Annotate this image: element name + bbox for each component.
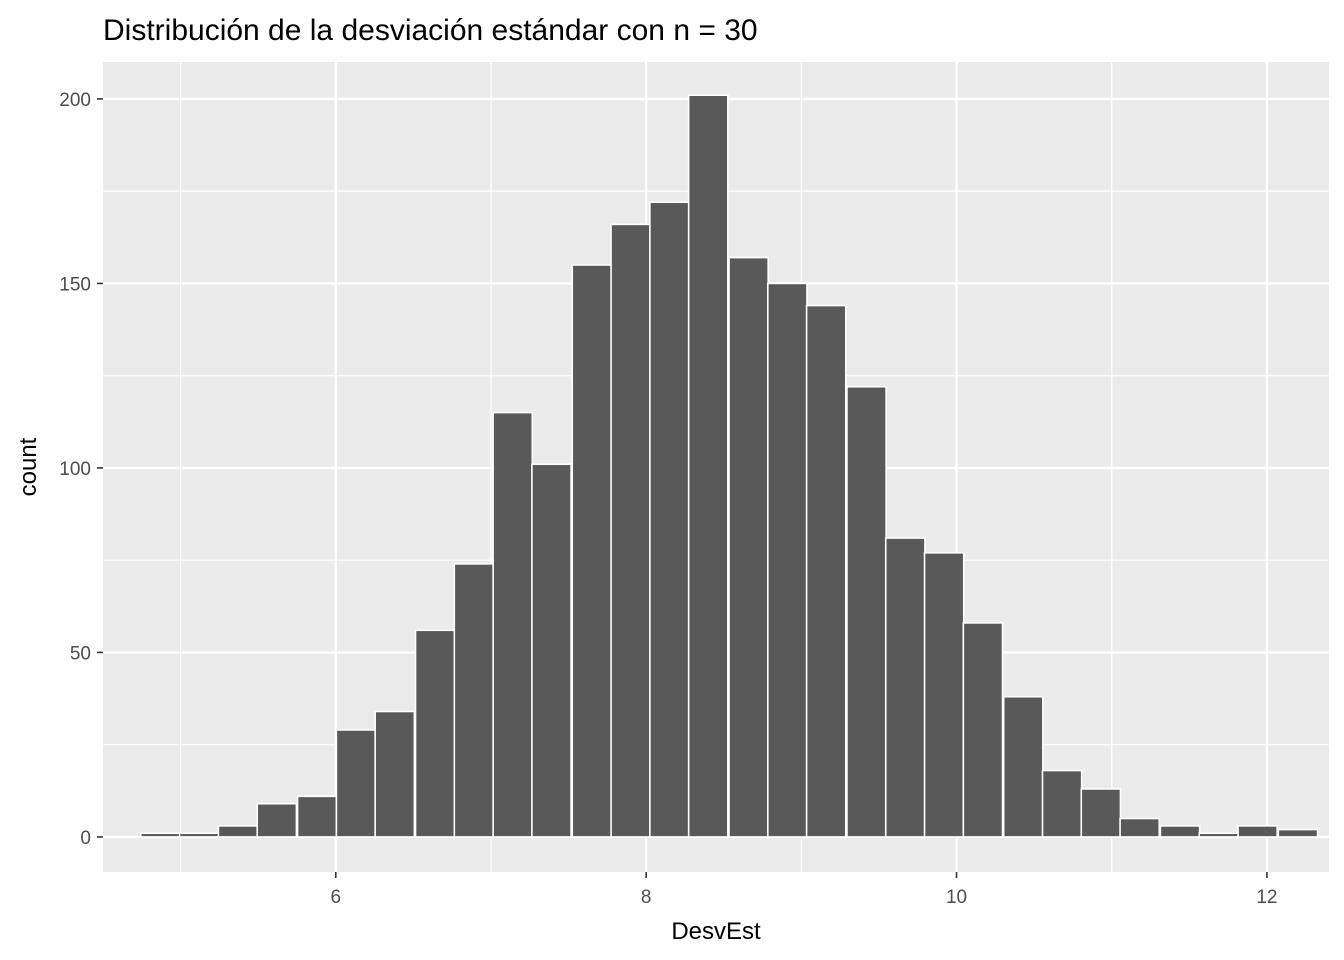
y-tick-label: 200 <box>59 90 91 111</box>
histogram-bar <box>923 551 965 838</box>
histogram-bar <box>335 729 377 838</box>
x-tick-label: 10 <box>946 887 967 908</box>
histogram-bar <box>610 223 652 838</box>
histogram-bar <box>374 710 416 838</box>
y-tick-label: 50 <box>70 643 91 664</box>
histogram-bar <box>1041 769 1083 838</box>
x-tick-label: 8 <box>641 887 652 908</box>
histogram-bar <box>217 825 259 838</box>
histogram-bar <box>766 282 808 838</box>
x-axis-title: DesvEst <box>671 918 761 945</box>
histogram-bar <box>492 411 534 838</box>
x-tick-label: 12 <box>1256 887 1277 908</box>
histogram-bar <box>805 304 847 838</box>
histogram-bar <box>571 264 613 838</box>
histogram-bar <box>531 463 572 838</box>
histogram-bar <box>1198 832 1240 838</box>
histogram-bar <box>140 832 181 838</box>
histogram-bar <box>846 385 887 838</box>
histogram-bar <box>962 622 1004 838</box>
x-axis: 6 8 10 12 <box>330 872 1277 908</box>
histogram-bar <box>1119 817 1161 838</box>
histogram-bar <box>256 802 298 838</box>
histogram-bar <box>687 94 729 838</box>
histogram-bar <box>649 201 690 838</box>
histogram-bar <box>178 832 220 838</box>
x-tick-label: 6 <box>330 887 341 908</box>
y-tick-label: 100 <box>59 459 91 480</box>
y-axis-title: count <box>15 437 42 496</box>
histogram-bar <box>1080 788 1122 838</box>
chart-title: Distribución de la desviación estándar c… <box>103 14 758 47</box>
histogram-bar <box>453 563 495 838</box>
histogram-bar <box>1159 825 1201 838</box>
histogram-bar <box>884 537 926 838</box>
histogram-bar <box>1237 825 1279 838</box>
histogram-bar <box>728 256 769 838</box>
histogram-bar <box>296 795 338 838</box>
histogram-bar <box>1277 828 1319 838</box>
histogram-bar <box>414 629 456 838</box>
y-tick-label: 0 <box>80 828 91 849</box>
histogram-bar <box>1002 695 1044 838</box>
histogram-bars <box>140 94 1319 838</box>
y-tick-label: 150 <box>59 274 91 295</box>
y-axis: 0 50 100 150 200 <box>59 90 103 849</box>
